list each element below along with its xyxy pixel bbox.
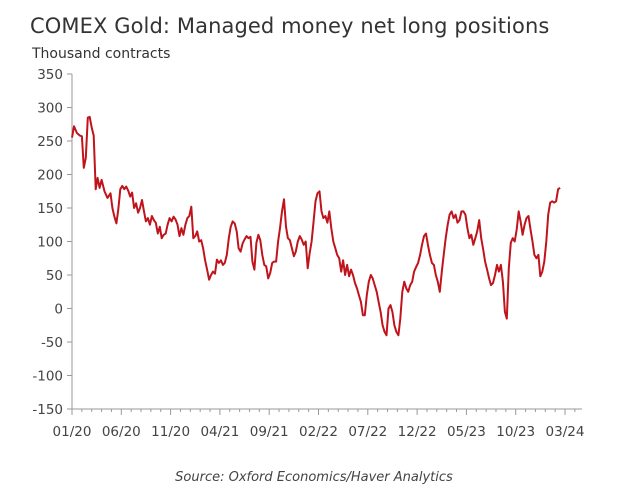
x-tick-label: 10/23 xyxy=(496,424,535,440)
y-tick-label: 250 xyxy=(37,134,63,150)
x-tick-label: 07/22 xyxy=(348,424,387,440)
chart-title: COMEX Gold: Managed money net long posit… xyxy=(30,14,550,38)
y-tick-label: 300 xyxy=(37,101,63,117)
y-tick-label: 200 xyxy=(37,168,63,184)
x-tick-label: 04/21 xyxy=(200,424,239,440)
x-tick-label: 09/21 xyxy=(250,424,289,440)
series-group xyxy=(71,115,561,337)
x-tick-label: 12/22 xyxy=(398,424,437,440)
y-tick-label: 100 xyxy=(37,235,63,251)
x-tick-label: 02/22 xyxy=(299,424,338,440)
x-tick-label: 05/23 xyxy=(447,424,486,440)
y-tick-label: -150 xyxy=(32,402,63,418)
x-tick-label: 06/20 xyxy=(102,424,141,440)
y-tick-label: 0 xyxy=(54,302,63,318)
y-tick-label: 350 xyxy=(37,67,63,83)
y-tick-label: -50 xyxy=(41,335,63,351)
y-tick-label: 150 xyxy=(37,201,63,217)
axes-group: 350 300 250 200 150 100 50 0 -50 -100 -150 01/20 06/… xyxy=(32,67,584,440)
x-tick-label: 11/20 xyxy=(151,424,190,440)
y-tick-label: 50 xyxy=(46,268,63,284)
y-axis-label: Thousand contracts xyxy=(32,46,171,62)
series-line-1 xyxy=(71,115,561,337)
source-note: Source: Oxford Economics/Haver Analytics xyxy=(175,470,453,485)
y-tick-label: -100 xyxy=(32,369,63,385)
x-tick-label: 01/20 xyxy=(53,424,92,440)
x-tick-label: 03/24 xyxy=(546,424,585,440)
